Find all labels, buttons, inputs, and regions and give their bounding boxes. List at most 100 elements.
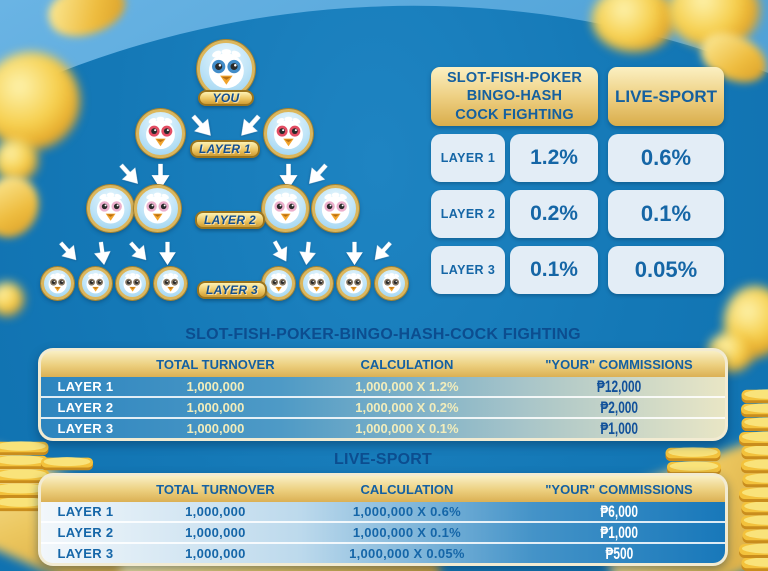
games-header-line: BINGO-HASH	[466, 88, 563, 105]
layer2-member-avatar	[87, 185, 134, 232]
row-turnover: 1,000,000	[185, 504, 246, 519]
layer3-member-avatar	[300, 267, 333, 300]
you-badge: YOU	[198, 90, 254, 106]
rate-sport-value: 0.6%	[608, 134, 724, 182]
eagle-mascot-icon	[380, 272, 403, 295]
header-turnover: TOTAL TURNOVER	[156, 481, 275, 497]
eagle-mascot-icon	[318, 191, 353, 226]
table-row: LAYER 1 1,000,000 1,000,000 X 0.6% ₱6,00…	[41, 501, 725, 521]
row-calculation: 1,000,000 X 0.05%	[349, 546, 465, 561]
games-header-line: SLOT-FISH-POKER	[446, 70, 583, 87]
eagle-mascot-icon	[140, 191, 175, 226]
layer2-badge: LAYER 2	[195, 211, 265, 229]
game-commission-table: TOTAL TURNOVER CALCULATION "YOUR" COMMIS…	[38, 348, 728, 441]
row-calculation: 1,000,000 X 0.1%	[352, 525, 461, 540]
row-turnover: 1,000,000	[186, 400, 245, 415]
table-header-row: TOTAL TURNOVER CALCULATION "YOUR" COMMIS…	[41, 351, 725, 377]
eagle-mascot-icon	[84, 272, 107, 295]
eagle-mascot-icon	[46, 272, 69, 295]
rate-game-value: 1.2%	[510, 134, 598, 182]
header-turnover: TOTAL TURNOVER	[156, 356, 275, 372]
layer3-member-avatar	[116, 267, 149, 300]
row-turnover: 1,000,000	[186, 379, 245, 394]
arrow-icon	[90, 240, 114, 268]
row-layer: LAYER 3	[57, 546, 114, 561]
games-header-line: COCK FIGHTING	[455, 106, 574, 123]
layer2-member-avatar	[312, 185, 359, 232]
table-row: LAYER 3 1,000,000 1,000,000 X 0.05% ₱500	[41, 542, 725, 563]
eagle-mascot-icon	[121, 272, 144, 295]
sport-header-label: LIVE-SPORT	[614, 86, 717, 106]
row-commission: ₱1,000	[600, 418, 638, 438]
eagle-mascot-icon	[159, 272, 182, 295]
layer3-member-avatar	[79, 267, 112, 300]
layer2-member-avatar	[262, 185, 309, 232]
layer1-badge: LAYER 1	[190, 140, 260, 158]
rate-sport-value: 0.05%	[608, 246, 724, 294]
row-layer: LAYER 1	[57, 379, 114, 394]
table-header-row: TOTAL TURNOVER CALCULATION "YOUR" COMMIS…	[41, 476, 725, 502]
layer3-member-avatar	[375, 267, 408, 300]
row-commission: ₱6,000	[600, 501, 638, 521]
blurred-coin	[0, 138, 38, 182]
eagle-mascot-icon	[342, 272, 365, 295]
coin-stack-icon	[739, 389, 768, 571]
row-commission: ₱12,000	[596, 376, 642, 396]
eagle-mascot-icon	[93, 191, 128, 226]
blurred-coin	[592, 0, 676, 52]
rate-sport-value: 0.1%	[608, 190, 724, 238]
row-calculation: 1,000,000 X 0.6%	[352, 504, 461, 519]
layer1-member-avatar	[264, 109, 313, 158]
header-calculation: CALCULATION	[360, 356, 454, 372]
layer3-member-avatar	[154, 267, 187, 300]
commission-rate-panel: SLOT-FISH-POKER BINGO-HASH COCK FIGHTING…	[431, 67, 724, 294]
row-turnover: 1,000,000	[185, 546, 246, 561]
header-commissions: "YOUR" COMMISSIONS	[545, 481, 693, 497]
sport-commission-table: TOTAL TURNOVER CALCULATION "YOUR" COMMIS…	[38, 473, 728, 566]
blurred-gold-ribbon	[42, 0, 132, 45]
arrow-icon	[296, 240, 319, 267]
layer3-member-avatar	[41, 267, 74, 300]
header-commissions: "YOUR" COMMISSIONS	[545, 356, 693, 372]
row-calculation: 1,000,000 X 1.2%	[355, 379, 459, 394]
rate-layer-label: LAYER 3	[431, 246, 505, 294]
games-header-card: SLOT-FISH-POKER BINGO-HASH COCK FIGHTING	[431, 67, 598, 126]
layer3-member-avatar	[262, 267, 295, 300]
rate-layer-label: LAYER 2	[431, 190, 505, 238]
eagle-mascot-icon	[268, 191, 303, 226]
row-calculation: 1,000,000 X 0.2%	[355, 400, 459, 415]
eagle-mascot-icon	[204, 47, 249, 92]
arrow-icon	[157, 241, 178, 266]
eagle-mascot-icon	[267, 272, 290, 295]
sport-header-card: LIVE-SPORT	[608, 67, 724, 126]
layer3-badge: LAYER 3	[197, 281, 267, 299]
eagle-mascot-icon	[142, 115, 179, 152]
row-turnover: 1,000,000	[185, 525, 246, 540]
table-row: LAYER 1 1,000,000 1,000,000 X 1.2% ₱12,0…	[41, 376, 725, 396]
table-row: LAYER 3 1,000,000 1,000,000 X 0.1% ₱1,00…	[41, 417, 725, 438]
row-commission: ₱500	[605, 543, 633, 563]
layer1-member-avatar	[136, 109, 185, 158]
layer2-member-avatar	[134, 185, 181, 232]
eagle-mascot-icon	[305, 272, 328, 295]
rate-game-value: 0.1%	[510, 246, 598, 294]
row-commission: ₱2,000	[600, 397, 638, 417]
header-calculation: CALCULATION	[360, 481, 454, 497]
game-table-title: SLOT-FISH-POKER-BINGO-HASH-COCK FIGHTING	[185, 326, 581, 343]
row-turnover: 1,000,000	[186, 421, 245, 436]
rate-layer-label: LAYER 1	[431, 134, 505, 182]
rate-game-value: 0.2%	[510, 190, 598, 238]
layer3-member-avatar	[337, 267, 370, 300]
table-row: LAYER 2 1,000,000 1,000,000 X 0.1% ₱1,00…	[41, 521, 725, 542]
table-row: LAYER 2 1,000,000 1,000,000 X 0.2% ₱2,00…	[41, 396, 725, 417]
row-layer: LAYER 2	[57, 525, 114, 540]
row-layer: LAYER 3	[57, 421, 114, 436]
row-layer: LAYER 2	[57, 400, 114, 415]
row-layer: LAYER 1	[57, 504, 114, 519]
blurred-coin	[0, 52, 80, 150]
eagle-mascot-icon	[270, 115, 307, 152]
row-commission: ₱1,000	[600, 522, 638, 542]
row-calculation: 1,000,000 X 0.1%	[355, 421, 459, 436]
arrow-icon	[344, 241, 365, 266]
